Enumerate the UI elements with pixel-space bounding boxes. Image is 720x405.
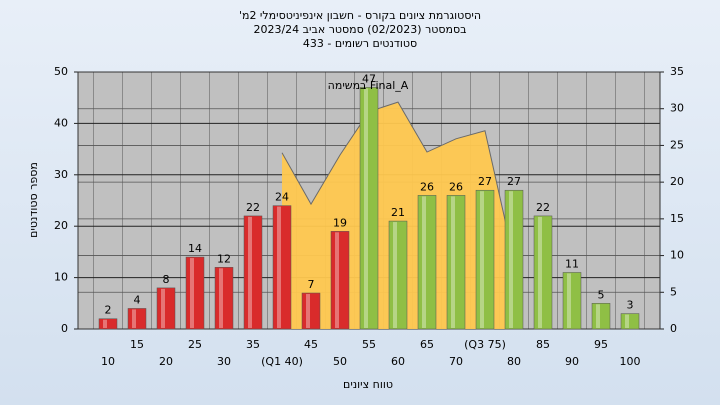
y-axis-label: מספר סטודנטים [27,162,40,238]
bar-shine [306,294,310,328]
value-label: 4 [134,293,141,306]
bar-shine [219,268,223,328]
value-label: 12 [217,252,231,265]
bar-shine [364,88,368,328]
area-line [281,101,515,261]
bar [504,189,524,330]
y-tick-label: 10 [54,271,68,284]
x-tick-label: 55 [362,338,376,351]
x-tick-label: 45 [304,338,318,351]
x-tick-label: 65 [420,338,434,351]
bar [533,215,553,330]
x-tick-label: 90 [565,355,579,368]
x-tick-label: 50 [333,355,347,368]
value-label: 26 [420,180,434,193]
bar-shine [538,216,542,328]
value-label: 8 [163,273,170,286]
bar [330,231,350,330]
subtitle: סטודנטים רשומים - 433 [303,37,417,50]
x-tick-label: 30 [217,355,231,368]
bar-shine [480,191,484,328]
bar-shine [625,314,629,328]
bar-shine [248,216,252,328]
bar [417,195,437,330]
x-tick-label: 10 [101,355,115,368]
bar [359,87,379,330]
value-label: 21 [391,206,405,219]
bar-shine [277,206,281,328]
x-tick-label: 80 [507,355,521,368]
y2-tick-label: 20 [670,175,684,188]
bar [98,318,118,330]
bar [475,189,495,330]
x-axis-label: טווח ציונים [343,378,393,391]
y2-tick-label: 0 [670,322,677,335]
bar [562,272,582,330]
bar [214,267,234,330]
bar-shine [161,288,165,328]
x-tick-label: (Q3 75) [464,338,506,351]
y2-tick-label: 25 [670,138,684,151]
annotation: Final_A במשימה [328,79,409,92]
bar-shine [567,273,571,328]
y2-tick-label: 35 [670,65,684,78]
bar [156,287,176,330]
value-label: 14 [188,242,202,255]
bar-shine [335,232,339,328]
value-label: 11 [565,257,579,270]
bar-shine [451,196,455,328]
value-label: 22 [536,201,550,214]
x-tick-label: 95 [594,338,608,351]
y-tick-label: 20 [54,219,68,232]
bar-shine [103,319,107,328]
x-tick-label: (Q1 40) [261,355,303,368]
bar-shine [509,191,513,328]
subtitle: בסמסטר (02/2023) סמסטר אביב 2023/24 [253,23,466,36]
bar [446,195,466,330]
bar-shine [422,196,426,328]
value-label: 19 [333,216,347,229]
y2-tick-label: 10 [670,249,684,262]
bar [301,292,321,330]
x-tick-label: 35 [246,338,260,351]
value-label: 5 [598,288,605,301]
bar [243,215,263,330]
bar [388,220,408,330]
value-label: 27 [507,175,521,188]
y-tick-label: 40 [54,116,68,129]
title: היסטוגרמת ציונים בקורס - חשבון אינפיניטס… [239,9,481,22]
y-tick-label: 0 [61,322,68,335]
value-label: 22 [246,201,260,214]
value-label: 7 [308,278,315,291]
value-label: 24 [275,191,289,204]
bar [591,303,611,330]
bar [185,256,205,330]
bar [127,308,147,330]
x-tick-label: 15 [130,338,144,351]
x-tick-label: 25 [188,338,202,351]
bar-shine [596,304,600,328]
y2-tick-label: 5 [670,285,677,298]
y2-tick-label: 15 [670,212,684,225]
value-label: 47 [362,72,376,85]
value-label: 26 [449,180,463,193]
y-tick-label: 50 [54,65,68,78]
x-tick-label: 60 [391,355,405,368]
x-tick-label: 85 [536,338,550,351]
bar [272,205,292,330]
y2-tick-label: 30 [670,102,684,115]
bar [620,313,640,330]
x-tick-label: 100 [620,355,641,368]
bar-shine [190,258,194,328]
x-tick-label: 20 [159,355,173,368]
bar-shine [393,222,397,328]
value-label: 2 [105,304,112,317]
value-label: 3 [627,299,634,312]
x-tick-label: 70 [449,355,463,368]
value-label: 27 [478,175,492,188]
bar-shine [132,309,136,328]
y-tick-label: 30 [54,168,68,181]
